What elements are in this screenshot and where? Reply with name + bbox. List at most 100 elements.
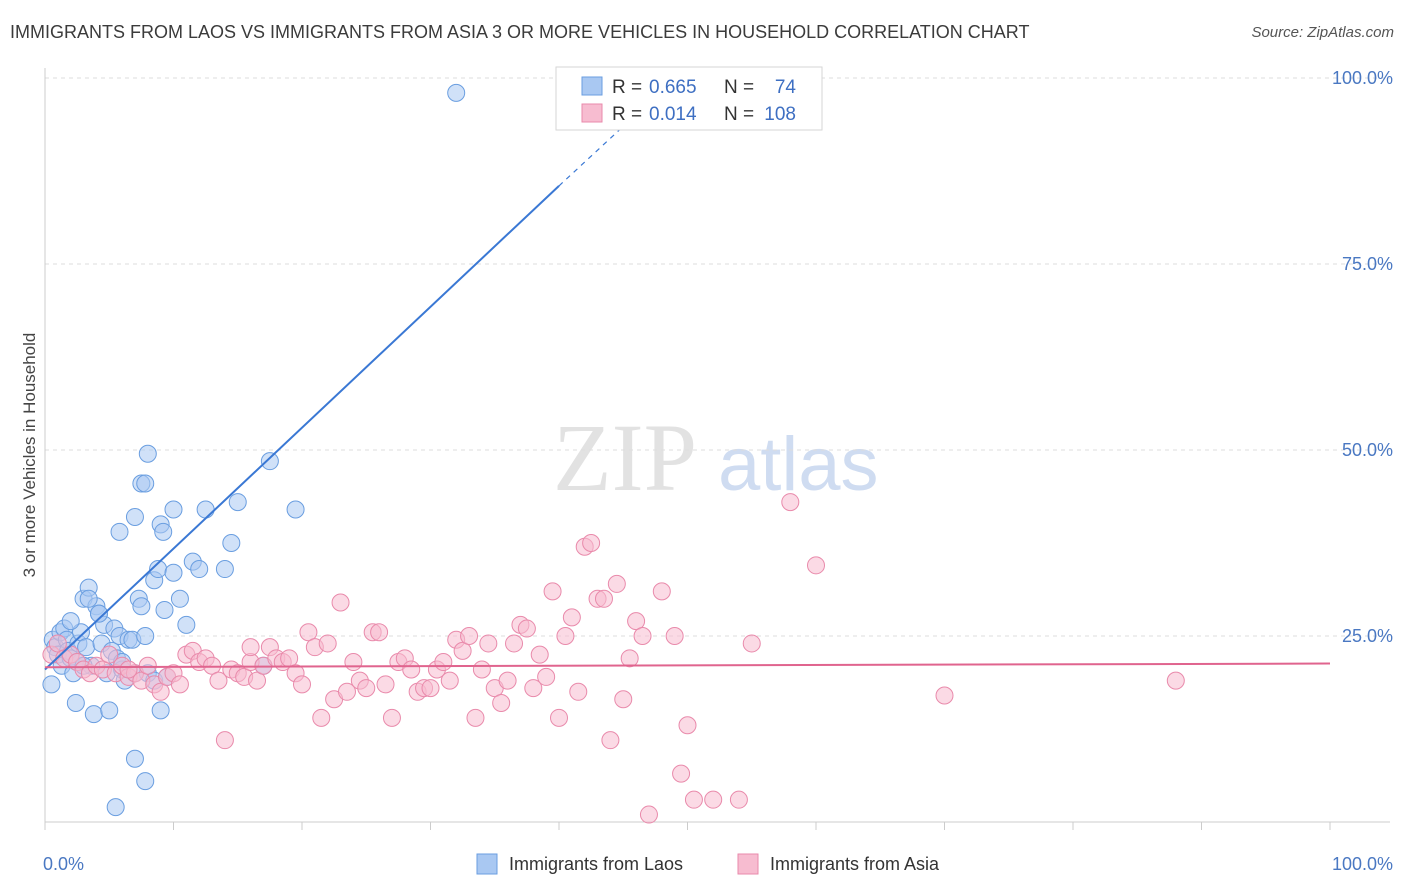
laos-point [228, 493, 247, 512]
asia-point [627, 612, 646, 631]
stats-n-value-asia: 108 [764, 104, 796, 125]
asia-point [344, 653, 363, 672]
y-tick-label: 75.0% [1342, 254, 1393, 274]
asia-point [337, 682, 356, 701]
asia-point [460, 627, 479, 645]
laos-point [164, 563, 183, 582]
asia-point [517, 619, 536, 638]
stats-swatch-asia [581, 103, 603, 123]
laos-point [136, 772, 155, 791]
legend-swatch-asia [737, 853, 759, 875]
laos-point [125, 507, 144, 526]
asia-point [479, 634, 498, 653]
asia-point [607, 574, 626, 593]
asia-point [543, 582, 562, 601]
asia-point [382, 708, 401, 727]
trend-line-laos-extension [558, 125, 624, 187]
asia-point [299, 623, 318, 642]
laos-point [286, 500, 305, 519]
laos-point [100, 701, 119, 720]
laos-point [260, 452, 279, 471]
asia-point [935, 686, 954, 705]
laos-point [84, 705, 103, 724]
asia-point [293, 675, 311, 694]
asia-point [781, 493, 800, 512]
laos-point [79, 589, 98, 608]
laos-point [125, 749, 144, 768]
asia-point [209, 671, 228, 690]
source-label: Source: ZipAtlas.com [1251, 24, 1394, 41]
asia-point [742, 634, 761, 653]
asia-point [569, 682, 588, 701]
asia-point [594, 589, 613, 608]
asia-point [100, 645, 119, 664]
asia-point [1166, 671, 1185, 690]
asia-point [331, 593, 350, 612]
legend-swatch-laos [476, 853, 498, 875]
asia-point [807, 556, 825, 575]
laos-point [151, 701, 170, 720]
asia-point [318, 634, 337, 653]
asia-point [357, 679, 376, 698]
asia-point [678, 716, 697, 735]
y-tick-label: 100.0% [1332, 68, 1393, 88]
laos-point [164, 500, 183, 519]
stats-swatch-laos [581, 76, 603, 96]
laos-point [190, 560, 209, 579]
laos-point [106, 798, 125, 817]
asia-point [466, 708, 485, 727]
laos-point [447, 83, 466, 102]
laos-point [196, 500, 215, 519]
watermark: ZIP atlas [553, 404, 879, 511]
trend-line-laos [44, 185, 560, 671]
laos-point [138, 444, 157, 463]
laos-point [132, 597, 151, 616]
series-asia-points [42, 493, 1185, 824]
asia-point [672, 764, 691, 783]
asia-point [453, 641, 472, 660]
asia-point [505, 634, 524, 653]
stats-r-value-asia: 0.014 [649, 104, 697, 125]
asia-point [639, 805, 658, 824]
y-tick-label: 25.0% [1342, 626, 1393, 646]
legend-label-laos: Immigrants from Laos [509, 854, 683, 874]
tick-labels: 25.0% 50.0% 75.0% 100.0% 0.0% 100.0% [43, 68, 1393, 874]
asia-point [582, 534, 601, 552]
watermark-zip: ZIP [553, 404, 697, 511]
asia-point [620, 649, 639, 668]
asia-point [402, 660, 421, 679]
x-tick-label-min: 0.0% [43, 854, 84, 874]
asia-point [119, 660, 138, 679]
asia-point [684, 790, 703, 809]
gridlines [45, 77, 1390, 637]
laos-point [222, 534, 241, 552]
laos-point [136, 474, 155, 493]
asia-point [472, 660, 491, 679]
asia-point [138, 656, 157, 675]
asia-point [614, 690, 633, 709]
chart-title: IMMIGRANTS FROM LAOS VS IMMIGRANTS FROM … [10, 22, 1030, 42]
asia-point [550, 708, 568, 727]
watermark-atlas: atlas [718, 422, 879, 507]
asia-point [652, 582, 671, 601]
stats-legend: R = 0.665 N = 74 R = 0.014 N = 108 [555, 66, 823, 131]
trend-lines [44, 125, 1331, 671]
asia-point [633, 627, 652, 645]
asia-point [151, 682, 170, 701]
stats-r-label-asia: R = [612, 104, 642, 125]
axes [44, 68, 1390, 830]
asia-point [562, 608, 581, 627]
stats-n-label-asia: N = [724, 104, 754, 125]
stats-r-label-laos: R = [612, 77, 642, 98]
stats-n-value-laos: 74 [775, 77, 797, 98]
asia-point [498, 671, 517, 690]
asia-point [729, 790, 748, 809]
asia-point [170, 675, 189, 694]
asia-point [421, 679, 440, 698]
laos-point [89, 604, 108, 623]
asia-point [601, 731, 620, 750]
asia-point [434, 653, 453, 672]
asia-point [665, 627, 684, 645]
laos-point [136, 627, 155, 645]
stats-n-label-laos: N = [724, 77, 754, 98]
